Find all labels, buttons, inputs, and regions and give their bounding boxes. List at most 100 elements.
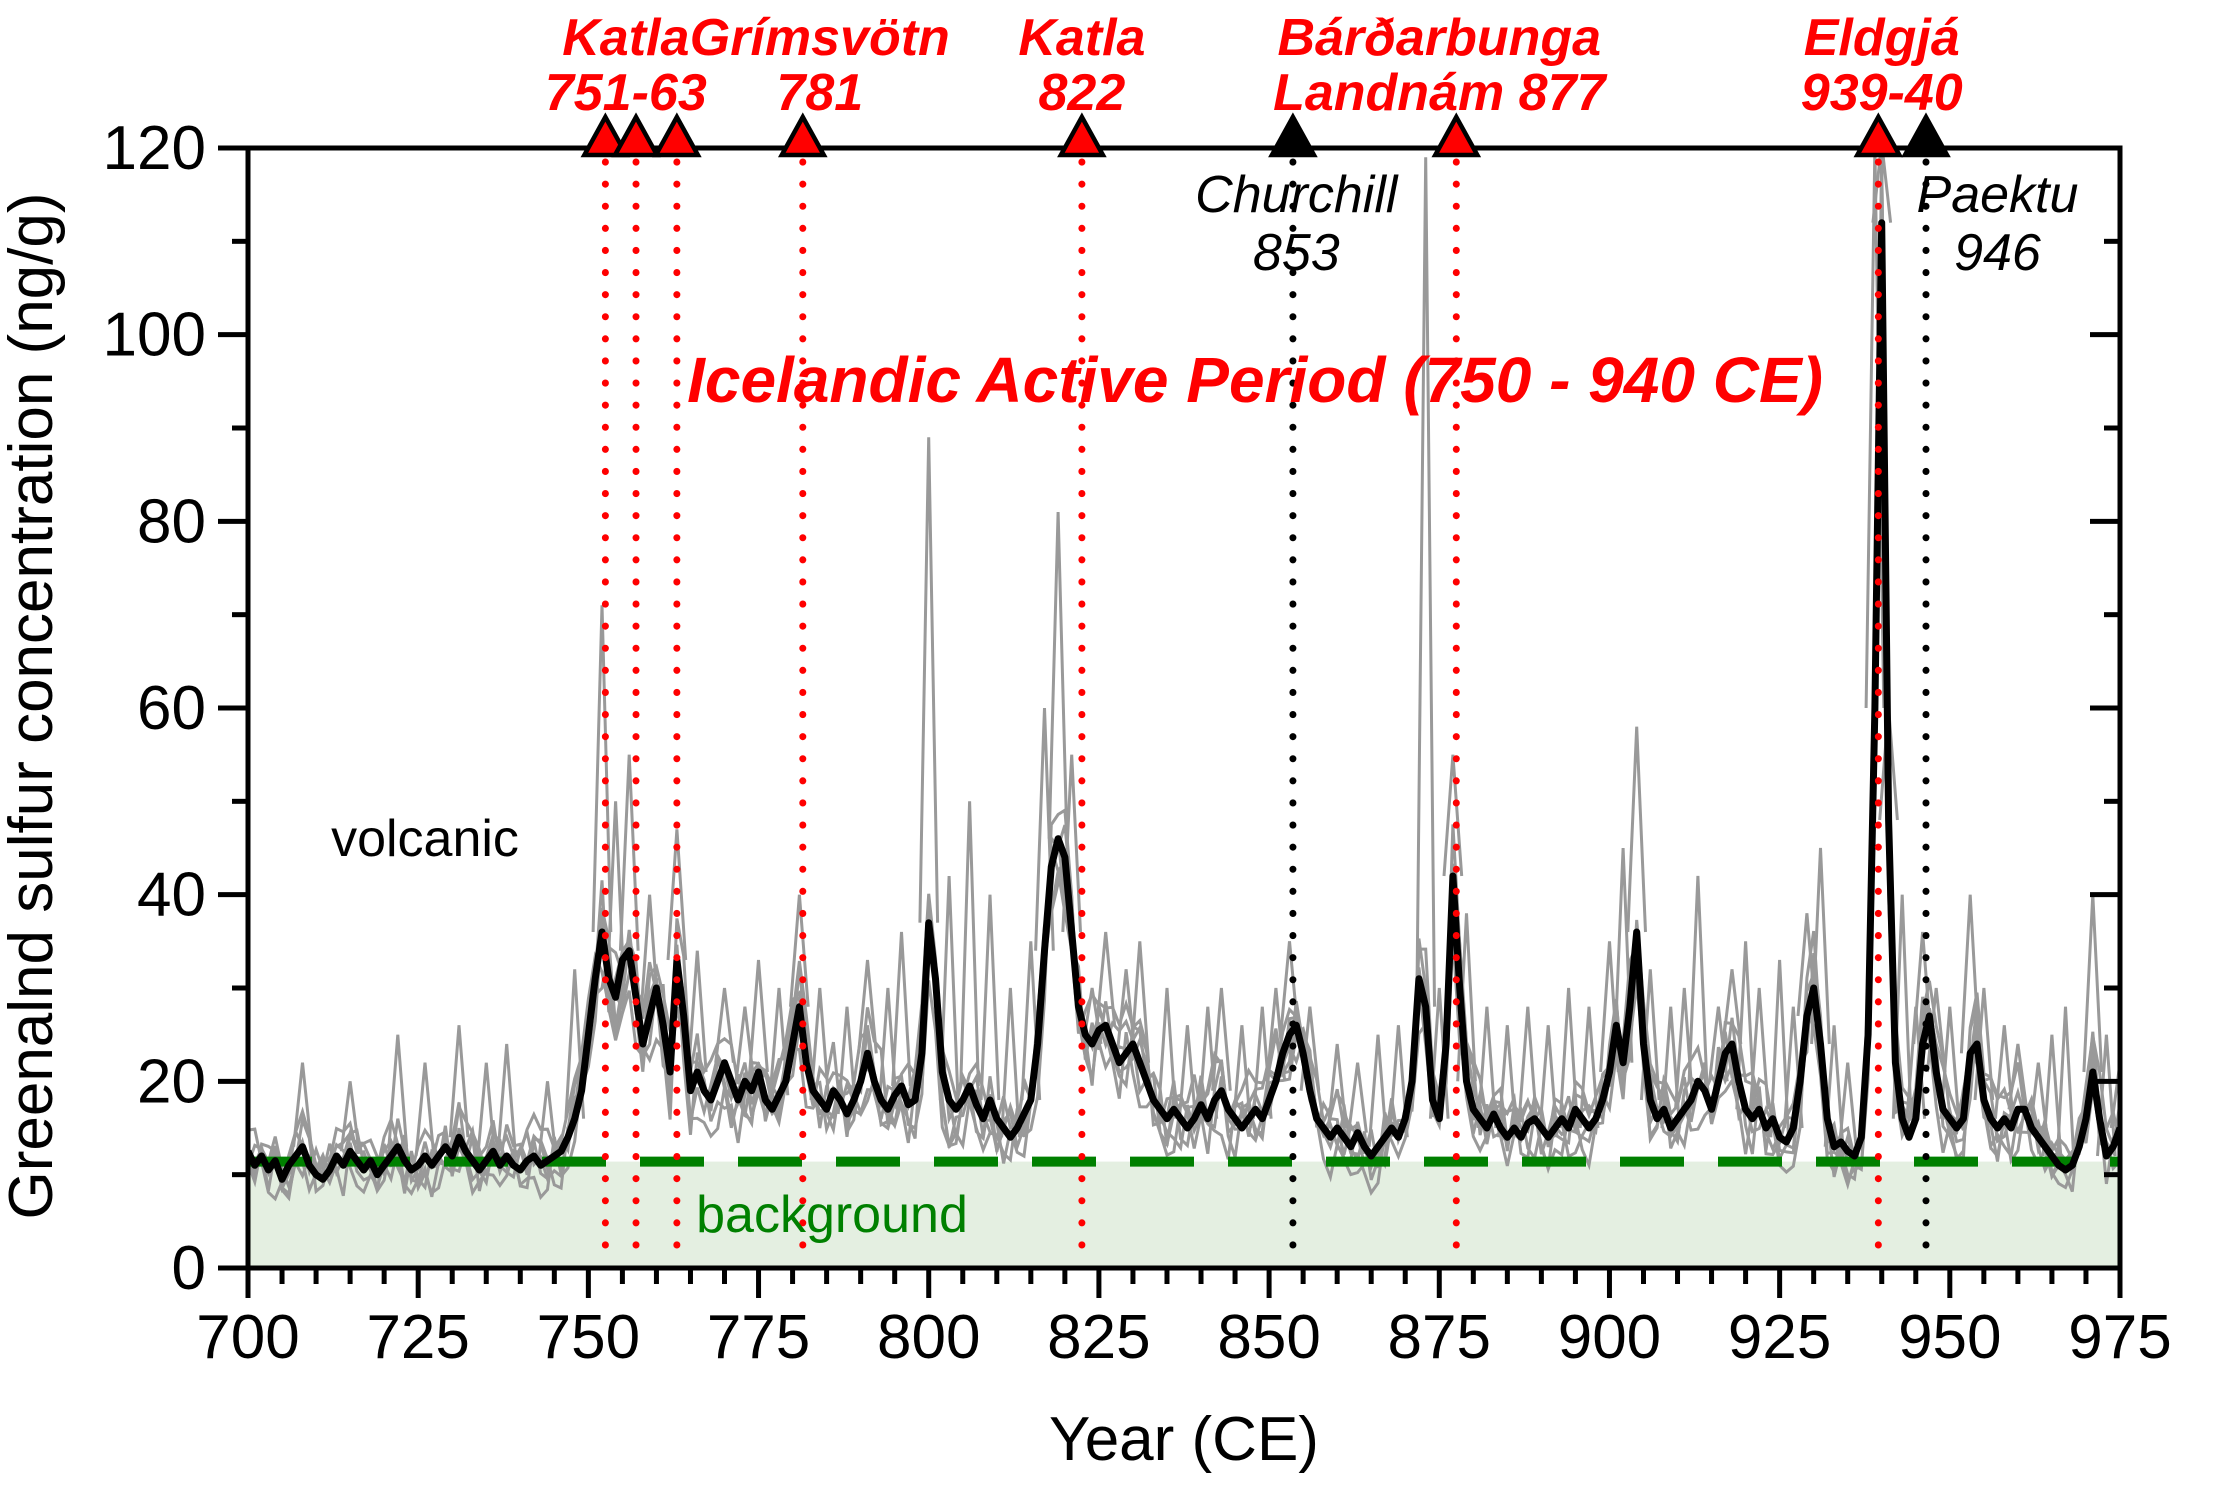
- ice-core-spike: [1211, 987, 1232, 1091]
- event-label: Paektu: [1917, 166, 2079, 224]
- x-tick-label: 950: [1898, 1303, 2001, 1372]
- ice-core-spike: [339, 1081, 361, 1152]
- ice-core-spike: [1347, 1062, 1368, 1133]
- event-label: Landnám 877: [1273, 64, 1607, 122]
- ice-core-spike: [414, 1062, 436, 1157]
- ice-core-spike: [1388, 1025, 1409, 1138]
- ice-core-spike: [1735, 941, 1756, 1110]
- y-axis-title: Greenalnd sulfur concentration (ng/g): [0, 192, 66, 1219]
- x-tick-label: 775: [707, 1303, 810, 1372]
- x-tick-label: 875: [1388, 1303, 1491, 1372]
- ice-core-spike: [1047, 511, 1069, 839]
- ice-core-spike: [1578, 1006, 1600, 1129]
- ice-core-line: [248, 157, 2120, 1198]
- ice-core-spike: [1129, 941, 1151, 1063]
- ice-core-spike: [979, 894, 1001, 1101]
- ice-core-spike: [639, 894, 660, 1017]
- chart-title: Icelandic Active Period (750 - 940 CE): [687, 344, 1823, 416]
- eruption-triangle-icon: [1901, 112, 1951, 158]
- background-annotation: background: [696, 1186, 968, 1244]
- ice-core-spike: [1626, 726, 1647, 933]
- eruption-triangle-icon: [777, 112, 828, 158]
- ice-core-spike: [2028, 1062, 2049, 1138]
- ice-core-line: [248, 157, 2120, 1202]
- y-tick-label: 100: [103, 301, 206, 370]
- ice-core-spike: [537, 1081, 558, 1161]
- ice-core-spike: [1810, 847, 1831, 1045]
- y-tick-label: 60: [137, 674, 206, 743]
- event-label: 939-40: [1801, 64, 1963, 122]
- ice-core-spike: [618, 754, 640, 951]
- x-tick-label: 725: [366, 1303, 469, 1372]
- ice-core-spike: [891, 931, 912, 1087]
- ice-core-spike: [1442, 754, 1464, 877]
- eruption-triangle-icon: [1057, 112, 1107, 158]
- ensemble-mean-line: [248, 219, 2120, 1183]
- ice-core-spike: [1326, 1043, 1348, 1129]
- ice-core-spike: [2109, 1062, 2120, 1129]
- background-zone-fill: [248, 1161, 2120, 1268]
- ensemble-mean-line-layer: [248, 219, 2120, 1183]
- ice-core-spike: [1993, 1025, 2015, 1119]
- ice-core-spike: [1177, 1025, 1198, 1129]
- ice-core-spike: [809, 987, 831, 1101]
- ice-core-spike: [1517, 1006, 1539, 1124]
- x-tick-label: 750: [537, 1303, 640, 1372]
- ice-core-spike: [1115, 969, 1137, 1054]
- ice-core-spike: [918, 437, 940, 923]
- x-tick-label: 900: [1558, 1303, 1661, 1372]
- ice-core-spike: [1415, 157, 1436, 1007]
- ice-core-spike: [686, 950, 708, 1073]
- eruption-triangle-icon: [611, 112, 661, 158]
- event-label: Katla: [1018, 9, 1145, 67]
- event-label: 781: [776, 64, 863, 122]
- y-tick-label: 20: [137, 1047, 206, 1116]
- ice-core-ensemble-lines: [248, 145, 2120, 1202]
- ice-core-spike: [2055, 1006, 2076, 1171]
- ice-core-spike: [1912, 931, 1933, 1045]
- ice-core-spike: [1871, 145, 1893, 223]
- x-tick-label: 800: [877, 1303, 980, 1372]
- ice-core-spike: [1769, 959, 1790, 1138]
- x-tick-label: 850: [1217, 1303, 1320, 1372]
- ice-core-spike: [1721, 969, 1743, 1045]
- event-label: Churchill: [1195, 166, 1399, 224]
- event-label: Eldgjá: [1804, 9, 1960, 67]
- event-label: Bárðarbunga: [1277, 9, 1601, 67]
- ice-core-spike: [666, 829, 688, 961]
- ice-core-spike: [1796, 913, 1818, 1017]
- ice-core-spike: [496, 1043, 517, 1157]
- eruption-triangle-icon: [652, 112, 702, 158]
- event-label: 853: [1253, 224, 1340, 282]
- volcanic-annotation: volcanic: [331, 810, 519, 868]
- ice-core-spike: [1231, 1025, 1253, 1129]
- eruption-triangle-icon: [1431, 112, 1482, 158]
- x-axis-title: Year (CE): [1049, 1405, 1319, 1474]
- ice-core-spike: [475, 1062, 497, 1161]
- ice-core-spike: [959, 801, 980, 1087]
- x-tick-label: 825: [1047, 1303, 1150, 1372]
- ice-core-spike: [836, 1006, 858, 1115]
- ice-core-spike: [714, 987, 735, 1063]
- event-label: 822: [1039, 64, 1126, 122]
- x-tick-label: 925: [1728, 1303, 1831, 1372]
- ice-core-spike: [1156, 987, 1178, 1119]
- ice-core-spike: [1939, 1006, 1961, 1119]
- axes-frame-layer: 0 20 40 60 80 100 120 700 725 750 775 800 825 850 875 9…: [103, 114, 2172, 1372]
- event-label: 751-63: [545, 64, 707, 122]
- ice-core-spike: [387, 1034, 409, 1147]
- event-label: 946: [1954, 224, 2041, 282]
- ice-core-spike: [448, 1025, 470, 1138]
- y-tick-label: 40: [137, 861, 206, 930]
- ice-core-spike: [1000, 987, 1021, 1138]
- ice-core-spike: [857, 959, 878, 1054]
- ice-core-spike: [789, 894, 810, 1007]
- event-label: Grímsvötn: [690, 9, 950, 67]
